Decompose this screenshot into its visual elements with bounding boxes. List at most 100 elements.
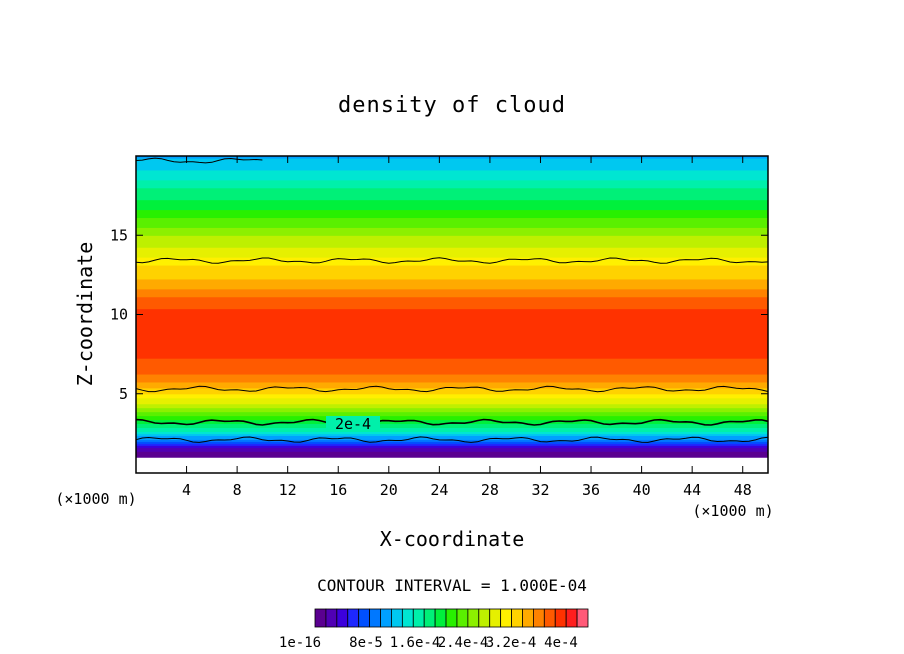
- density-band: [136, 439, 768, 442]
- density-band: [136, 207, 768, 211]
- x-unit-right: (×1000 m): [692, 502, 773, 520]
- contour-line: [135, 436, 769, 443]
- density-band: [136, 437, 768, 440]
- density-band: [136, 266, 768, 270]
- density-band: [136, 156, 768, 159]
- density-band: [136, 423, 768, 427]
- density-band: [136, 366, 768, 369]
- density-band: [136, 195, 768, 199]
- density-band: [136, 369, 768, 373]
- density-band: [136, 306, 768, 310]
- colorbar: [314, 608, 589, 628]
- density-band: [136, 272, 768, 276]
- density-band: [136, 326, 768, 329]
- density-band: [136, 245, 768, 248]
- density-band: [136, 274, 768, 278]
- density-band: [136, 364, 768, 367]
- density-band: [136, 235, 768, 238]
- density-field: [136, 156, 768, 474]
- colorbar-swatch: [565, 608, 578, 628]
- colorbar-swatch: [412, 608, 425, 628]
- x-tick-label: 20: [380, 481, 398, 499]
- contour-interval-text: CONTOUR INTERVAL = 1.000E-04: [317, 576, 587, 595]
- density-band: [136, 336, 768, 339]
- density-band: [136, 294, 768, 298]
- density-band: [136, 431, 768, 434]
- colorbar-swatch: [522, 608, 534, 628]
- density-band: [136, 189, 768, 193]
- colorbar-swatch: [314, 608, 327, 628]
- contour-lines: [135, 157, 769, 443]
- density-band: [136, 173, 768, 177]
- density-band: [136, 310, 768, 314]
- density-band: [136, 362, 768, 365]
- density-band: [136, 308, 768, 312]
- density-band: [136, 165, 768, 169]
- density-band: [136, 358, 768, 361]
- colorbar-swatch: [500, 608, 512, 628]
- density-band: [136, 247, 768, 250]
- density-band: [136, 251, 768, 254]
- density-band: [136, 241, 768, 244]
- density-band: [136, 318, 768, 322]
- density-band: [136, 467, 768, 470]
- density-band: [136, 447, 768, 450]
- colorbar-swatch: [347, 608, 360, 628]
- density-band: [136, 417, 768, 421]
- density-band: [136, 201, 768, 205]
- y-axis-label: Z-coordinate: [73, 242, 97, 387]
- y-axis: 5 10 15: [110, 226, 768, 403]
- x-tick-label: 48: [734, 481, 752, 499]
- density-band: [136, 231, 768, 234]
- density-band: [136, 399, 768, 403]
- colorbar-swatch: [467, 608, 480, 628]
- density-band: [136, 322, 768, 326]
- density-band: [136, 356, 768, 359]
- density-band: [136, 427, 768, 431]
- density-band: [136, 445, 768, 448]
- density-band: [136, 393, 768, 397]
- density-band: [136, 261, 768, 264]
- density-band: [136, 342, 768, 345]
- contour-label: 2e-4: [335, 415, 371, 433]
- density-band: [136, 411, 768, 415]
- colorbar-swatch: [391, 608, 403, 628]
- density-band: [136, 367, 768, 371]
- density-band: [136, 157, 768, 161]
- density-band: [136, 320, 768, 324]
- density-band: [136, 280, 768, 284]
- density-band: [136, 278, 768, 282]
- density-band: [136, 197, 768, 201]
- y-tick-label: 10: [110, 306, 128, 324]
- density-band: [136, 425, 768, 429]
- colorbar-label: 3.2e-4: [486, 635, 537, 651]
- density-band: [136, 451, 768, 454]
- density-band: [136, 465, 768, 468]
- density-band: [136, 169, 768, 173]
- colorbar-swatch: [434, 608, 447, 628]
- density-band: [136, 403, 768, 407]
- colorbar-label: 4e-4: [544, 635, 578, 651]
- density-band: [136, 199, 768, 203]
- density-band: [136, 348, 768, 351]
- colorbar-swatch: [543, 608, 556, 628]
- density-band: [136, 328, 768, 331]
- colorbar-label: 8e-5: [349, 635, 383, 651]
- density-band: [136, 233, 768, 236]
- density-band: [136, 284, 768, 288]
- density-band: [136, 203, 768, 207]
- colorbar-label: 2.4e-4: [438, 635, 489, 651]
- density-band: [136, 375, 768, 379]
- colorbar-swatch: [576, 608, 589, 628]
- density-band: [136, 397, 768, 401]
- density-band: [136, 459, 768, 462]
- density-band: [136, 237, 768, 240]
- density-band: [136, 179, 768, 183]
- density-band: [136, 181, 768, 185]
- density-band: [136, 227, 768, 230]
- density-band: [136, 177, 768, 181]
- density-band: [136, 187, 768, 191]
- density-band: [136, 381, 768, 385]
- density-band: [136, 330, 768, 333]
- density-band: [136, 352, 768, 355]
